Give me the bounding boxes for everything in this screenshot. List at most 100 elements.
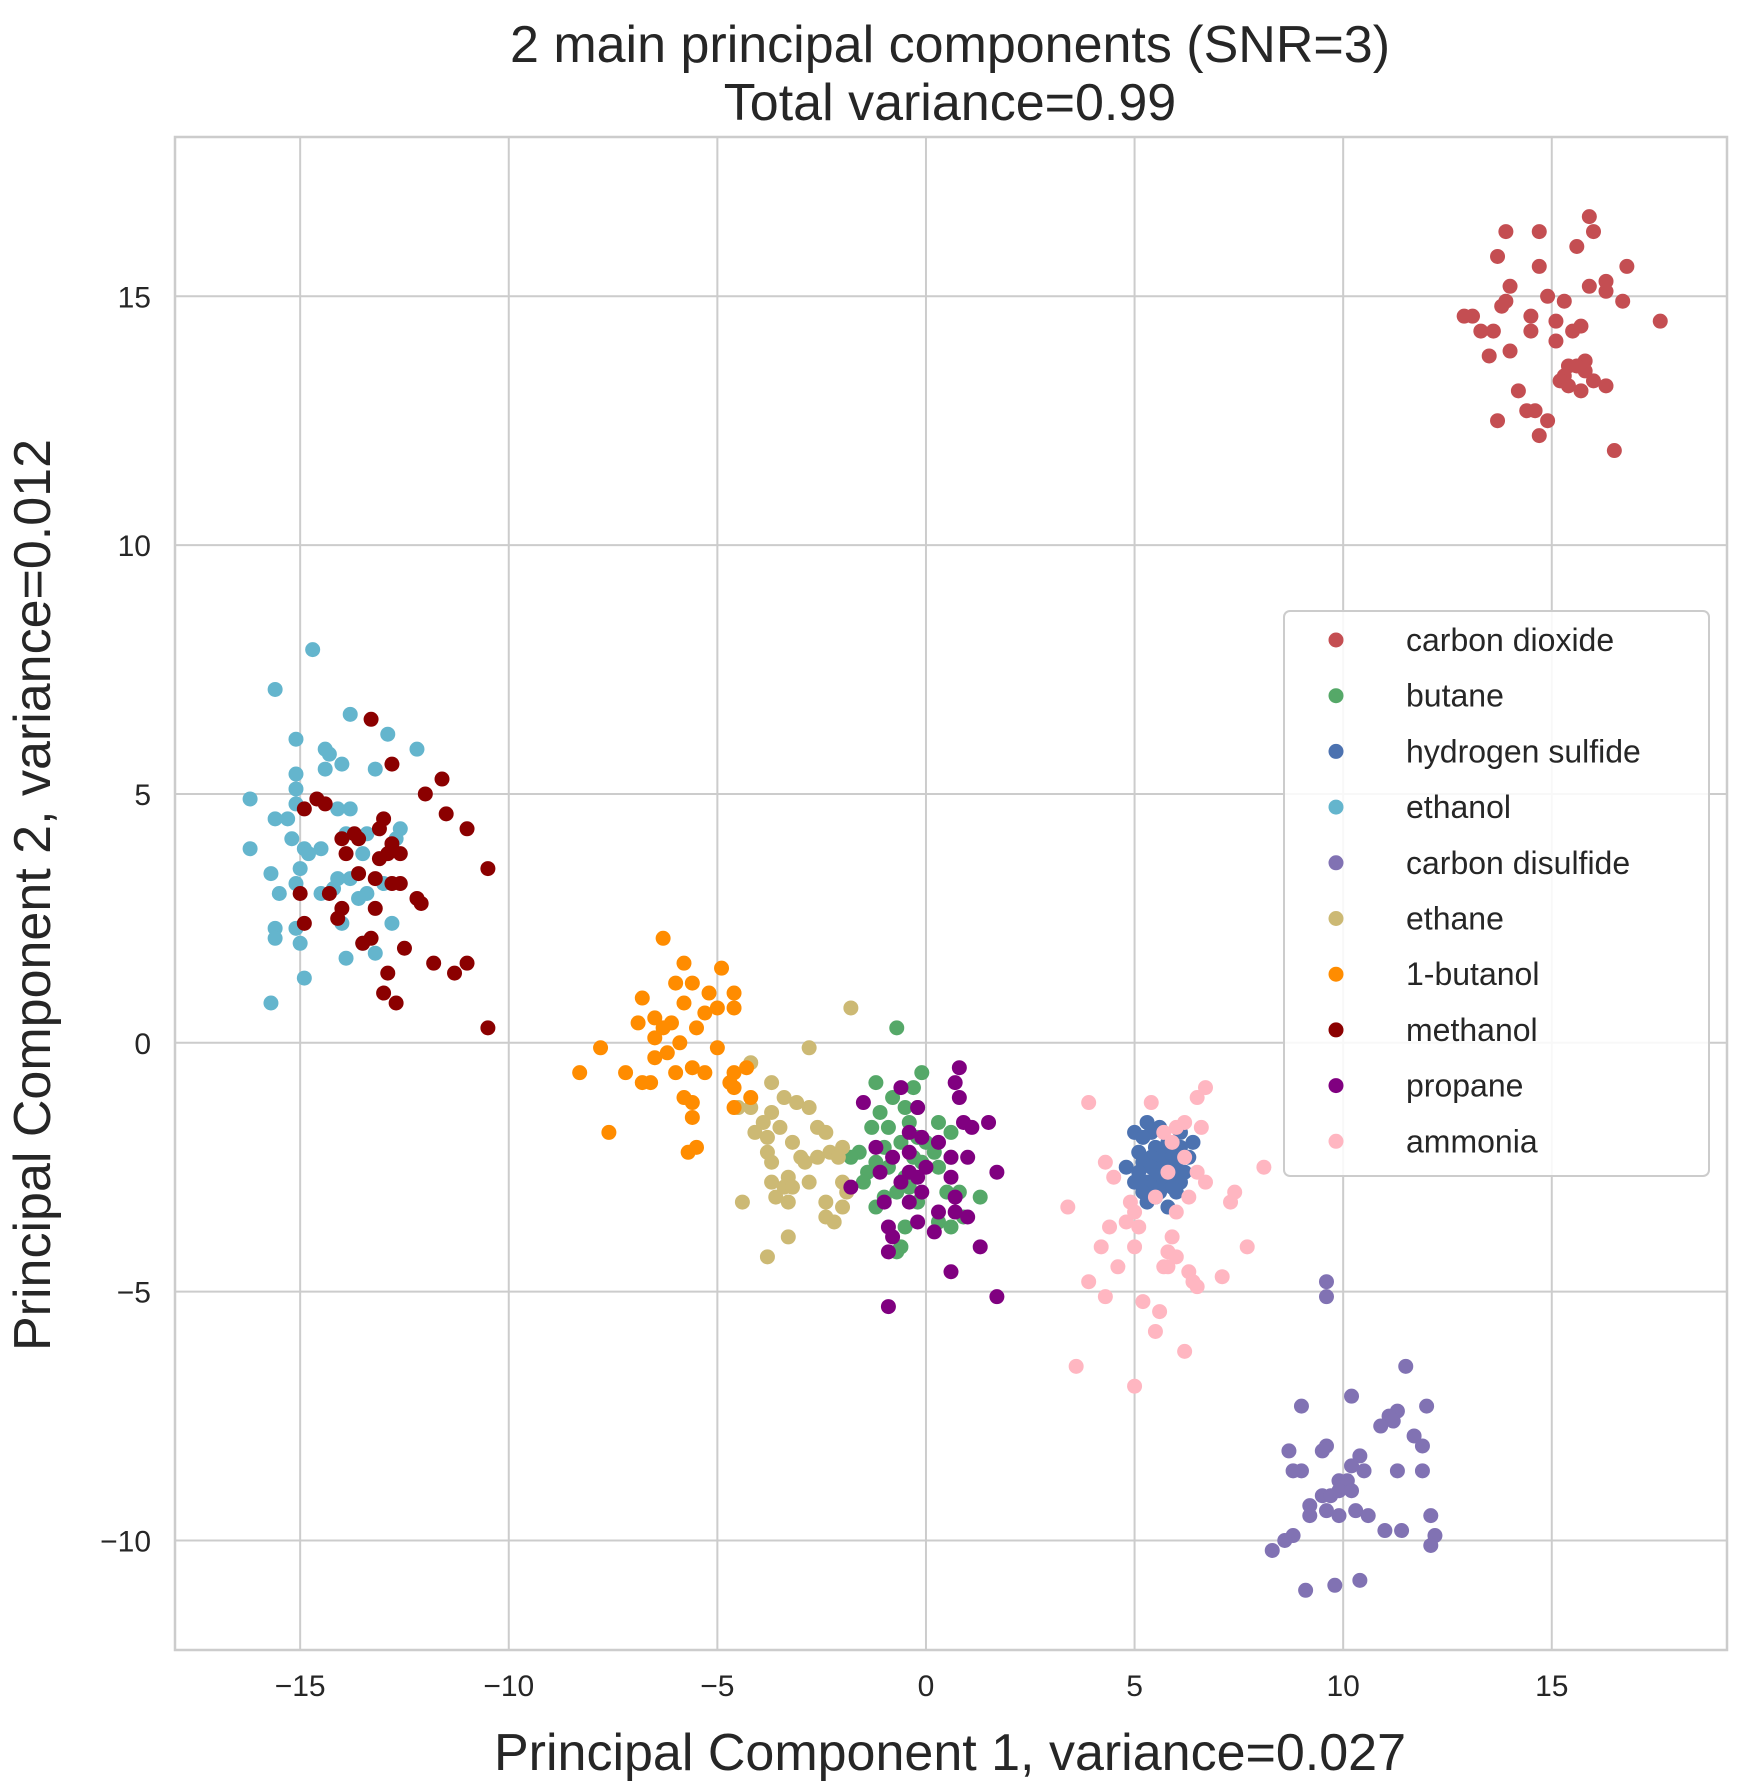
series-carbon-disulfide xyxy=(1264,1274,1443,1598)
data-point xyxy=(714,960,730,976)
data-point xyxy=(618,1065,634,1081)
data-point xyxy=(885,1090,901,1106)
data-point xyxy=(1081,1095,1097,1111)
data-point xyxy=(655,930,671,946)
data-point xyxy=(1164,1229,1180,1245)
data-point xyxy=(1143,1095,1159,1111)
data-point xyxy=(930,1134,946,1150)
data-point xyxy=(438,806,454,822)
data-point xyxy=(747,1124,763,1140)
data-point xyxy=(776,1090,792,1106)
data-point xyxy=(797,1154,813,1170)
data-point xyxy=(759,1129,775,1145)
data-point xyxy=(1485,323,1501,339)
legend-box xyxy=(1283,610,1710,1177)
data-point xyxy=(855,1095,871,1111)
legend-label: carbon disulfide xyxy=(1406,845,1630,881)
data-point xyxy=(1414,1438,1430,1454)
data-point xyxy=(989,1164,1005,1180)
data-point xyxy=(313,841,329,857)
data-point xyxy=(1598,378,1614,394)
data-point xyxy=(1581,278,1597,294)
data-point xyxy=(726,1000,742,1016)
data-point xyxy=(801,1174,817,1190)
data-point xyxy=(434,771,450,787)
data-point xyxy=(943,1169,959,1185)
legend-label: ethane xyxy=(1406,901,1504,937)
data-point xyxy=(914,1129,930,1145)
data-point xyxy=(380,726,396,742)
data-point xyxy=(972,1189,988,1205)
data-point xyxy=(1573,383,1589,399)
data-point xyxy=(943,1264,959,1280)
y-axis-ticks: −10 −5 0 5 10 15 xyxy=(100,281,151,1558)
data-point xyxy=(1181,1189,1197,1205)
data-point xyxy=(367,945,383,961)
data-point xyxy=(1344,1388,1360,1404)
data-point xyxy=(768,1189,784,1205)
data-point xyxy=(1277,1533,1293,1549)
data-point xyxy=(1331,1508,1347,1524)
data-point xyxy=(668,975,684,991)
data-point xyxy=(1398,1358,1414,1374)
data-point xyxy=(1264,1542,1280,1558)
data-point xyxy=(1523,323,1539,339)
data-point xyxy=(1360,1508,1376,1524)
data-point xyxy=(801,1100,817,1116)
data-point xyxy=(1406,1428,1422,1444)
data-point xyxy=(267,811,283,827)
data-point xyxy=(960,1209,976,1225)
data-point xyxy=(1223,1194,1239,1210)
legend-marker xyxy=(1328,688,1344,704)
data-point xyxy=(355,846,371,862)
legend-label: 1-butanol xyxy=(1406,956,1539,992)
data-point xyxy=(321,746,337,762)
data-point xyxy=(1147,1189,1163,1205)
data-point xyxy=(1193,1119,1209,1135)
data-point xyxy=(901,1124,917,1140)
data-point xyxy=(1256,1159,1272,1175)
data-point xyxy=(417,786,433,802)
data-point xyxy=(1652,313,1668,329)
data-point xyxy=(572,1065,588,1081)
data-point xyxy=(292,861,308,877)
data-point xyxy=(755,1114,771,1130)
data-point xyxy=(351,831,367,847)
data-point xyxy=(910,1214,926,1230)
data-point xyxy=(764,1154,780,1170)
plot-frame xyxy=(173,135,1729,1652)
data-point xyxy=(1135,1294,1151,1310)
x-axis-ticks: −15 −10 −5 0 5 10 15 xyxy=(275,1670,1569,1703)
x-tick-label: 10 xyxy=(1326,1670,1359,1703)
data-point xyxy=(947,1204,963,1220)
data-point xyxy=(330,801,346,817)
data-point xyxy=(288,766,304,782)
data-point xyxy=(1127,1239,1143,1255)
data-point xyxy=(392,876,408,892)
data-point xyxy=(317,796,333,812)
data-point xyxy=(1318,1503,1334,1519)
data-point xyxy=(296,801,312,817)
data-point xyxy=(1323,1488,1339,1504)
data-point xyxy=(409,741,425,757)
chart-title: 2 main principal components (SNR=3) xyxy=(510,16,1390,74)
series-hydrogen-sulfide xyxy=(1118,1114,1201,1215)
data-point xyxy=(739,1060,755,1076)
data-point xyxy=(1168,1249,1184,1265)
data-point xyxy=(893,1134,909,1150)
data-point xyxy=(342,801,358,817)
data-point xyxy=(943,1149,959,1165)
data-point xyxy=(880,1244,896,1260)
data-point xyxy=(1302,1508,1318,1524)
data-point xyxy=(893,1080,909,1096)
data-point xyxy=(1168,1204,1184,1220)
data-point xyxy=(288,731,304,747)
data-point xyxy=(697,1065,713,1081)
data-point xyxy=(981,1114,997,1130)
data-point xyxy=(885,1149,901,1165)
data-point xyxy=(1494,298,1510,314)
data-point xyxy=(1093,1239,1109,1255)
series-ethane xyxy=(730,1000,859,1265)
data-point xyxy=(601,1124,617,1140)
series-ammonia xyxy=(1060,1080,1272,1394)
